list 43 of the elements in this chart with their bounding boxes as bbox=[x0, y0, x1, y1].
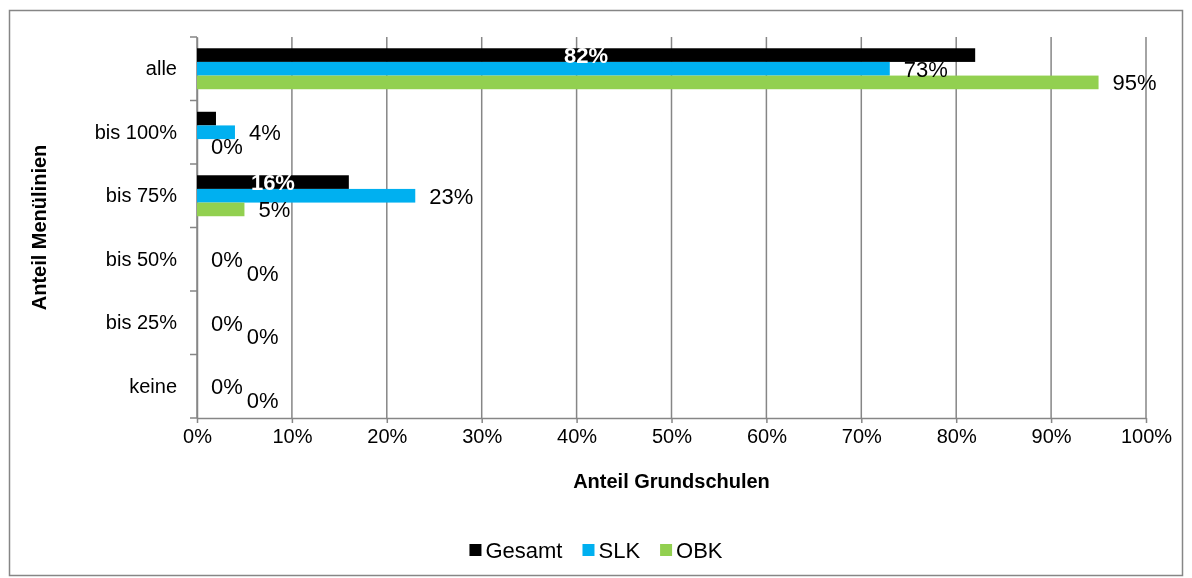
x-tick-label: 80% bbox=[936, 425, 977, 448]
y-tick-label: keine bbox=[129, 374, 177, 397]
bar bbox=[197, 75, 1099, 90]
data-label: 0% bbox=[246, 323, 279, 349]
data-label: 0% bbox=[211, 246, 243, 272]
x-tick-label: 50% bbox=[651, 425, 693, 448]
x-tick-label: 0% bbox=[183, 425, 213, 448]
y-tick-label: bis 100% bbox=[94, 120, 178, 143]
data-label: 23% bbox=[429, 183, 474, 209]
data-label: 5% bbox=[258, 196, 291, 222]
x-tick-label: 100% bbox=[1120, 425, 1173, 448]
bar bbox=[197, 61, 890, 76]
data-label: 73% bbox=[903, 56, 948, 82]
x-tick-label: 70% bbox=[841, 425, 883, 448]
x-tick-label: 60% bbox=[746, 425, 788, 448]
y-tick-label: alle bbox=[145, 57, 177, 80]
y-axis-title: Anteil Menülinien bbox=[28, 144, 50, 311]
y-tick-label: bis 50% bbox=[105, 247, 178, 270]
bar bbox=[197, 125, 235, 140]
bar bbox=[197, 188, 416, 203]
legend-label: Gesamt bbox=[485, 537, 563, 563]
x-tick-label: 20% bbox=[367, 425, 408, 448]
x-tick-label: 10% bbox=[272, 425, 313, 448]
legend-label: SLK bbox=[598, 537, 641, 563]
x-tick-label: 30% bbox=[462, 425, 503, 448]
data-label: 82% bbox=[564, 42, 609, 68]
data-label: 95% bbox=[1112, 69, 1157, 95]
data-label: 0% bbox=[246, 387, 279, 413]
x-tick-label: 90% bbox=[1031, 425, 1072, 448]
data-label: 4% bbox=[248, 119, 281, 145]
bar bbox=[197, 48, 976, 62]
data-label: 16% bbox=[250, 169, 295, 195]
data-label: 0% bbox=[211, 310, 243, 336]
data-label: 0% bbox=[211, 373, 243, 399]
bar bbox=[197, 202, 245, 217]
data-label: 0% bbox=[211, 133, 243, 159]
data-label: 0% bbox=[246, 260, 279, 286]
legend-label: OBK bbox=[676, 537, 723, 563]
bar bbox=[197, 111, 216, 126]
y-tick-label: bis 25% bbox=[105, 311, 178, 334]
x-axis-title: Anteil Grundschulen bbox=[573, 470, 770, 492]
x-tick-label: 40% bbox=[557, 425, 598, 448]
y-tick-label: bis 75% bbox=[105, 184, 178, 207]
